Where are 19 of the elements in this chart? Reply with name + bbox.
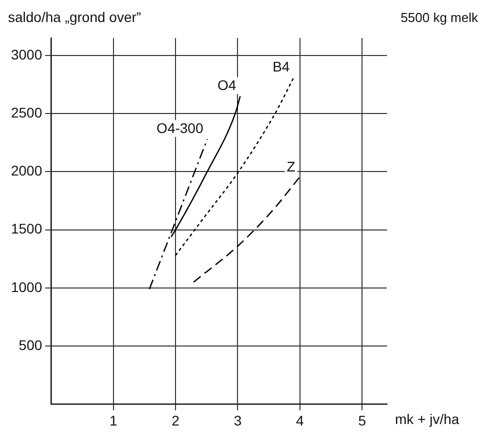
y-tick-label: 3000 (10, 46, 42, 62)
series-label: O4-300 (156, 120, 204, 136)
text: 5500 kg melk (400, 10, 478, 25)
y-axis-title: saldo/ha „grond over” (8, 9, 142, 25)
series-label: Z (286, 158, 296, 175)
series-label: B4 (272, 58, 290, 75)
y-tick-label: 1000 (10, 278, 42, 295)
x-tick-label: 2 (172, 412, 180, 428)
x-tick-label: 5 (358, 412, 366, 428)
x-tick-label: 4 (296, 412, 304, 428)
x-axis-title: mk + jv/ha (395, 411, 460, 428)
x-tick-label: 3 (234, 412, 242, 428)
y-tick-label: 2000 (10, 162, 42, 179)
line-series (192, 176, 300, 283)
y-tick-label: 1500 (10, 220, 42, 237)
y-tick-label: 500 (18, 336, 42, 353)
x-tick-label: 1 (109, 412, 118, 428)
y-tick-label: 2500 (10, 104, 42, 120)
series-label: O4 (218, 77, 236, 94)
